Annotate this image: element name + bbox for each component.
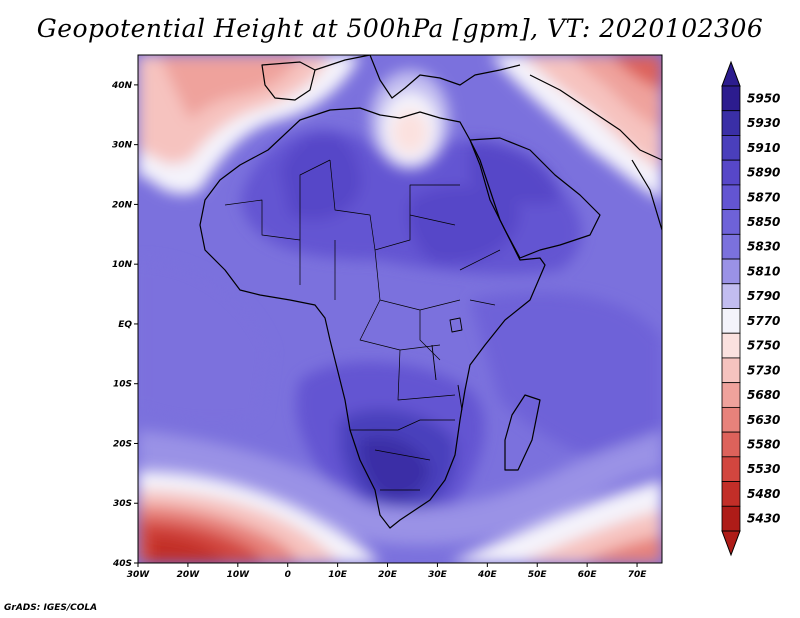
field-se-red [580, 535, 662, 563]
colorbar-swatch [721, 431, 741, 458]
field-south-core2 [359, 436, 430, 499]
colorbar-swatch [721, 406, 741, 433]
field-ne-red3 [610, 55, 662, 90]
colorbar-label: 5730 [747, 363, 780, 377]
colorbar-swatch [721, 159, 741, 186]
colorbar-label: 5630 [747, 413, 780, 427]
y-tick-label: 40S [112, 559, 132, 569]
x-tick-label: 40E [477, 570, 498, 580]
y-tick-label: 20S [113, 439, 132, 449]
arabia-coastline [469, 137, 601, 259]
x-tick-label: 30E [428, 570, 448, 580]
field-sa-red3 [150, 535, 230, 563]
colorbar-label: 5890 [747, 166, 780, 180]
colorbar-swatch [721, 505, 741, 532]
x-tick-label: 70E [628, 570, 648, 580]
y-tick-label: EQ [118, 320, 132, 330]
europe-coastline [314, 55, 521, 99]
colorbar-label: 5770 [747, 314, 780, 328]
colorbar-label: 5810 [747, 264, 780, 278]
colorbar-label: 5680 [747, 388, 780, 402]
x-tick-label: 10E [328, 570, 348, 580]
x-tick-label: 20E [378, 570, 398, 580]
colorbar-label: 5580 [747, 437, 780, 451]
field-south-lightband [138, 430, 662, 545]
colorbar-label: 5910 [747, 141, 780, 155]
y-axis: 40N 30N 20N 10N EQ 10S 20S 30S 40S [111, 81, 138, 569]
x-tick-label: 10W [227, 570, 251, 580]
india-coastline [631, 159, 662, 231]
colorbar-swatch [721, 357, 741, 384]
y-tick-label: 20N [112, 200, 133, 210]
field-nw-red2 [160, 55, 300, 120]
asia-coastline [529, 74, 662, 161]
height-field [138, 55, 662, 563]
colorbar-swatch [721, 283, 741, 309]
colorbar-swatch [721, 308, 741, 334]
field-med-low-inner [392, 110, 428, 154]
x-tick-label: 50E [528, 570, 548, 580]
field-arabia-core [470, 140, 560, 204]
colorbar-label: 5430 [747, 512, 780, 526]
coastlines [199, 55, 662, 529]
y-tick-label: 30S [113, 499, 132, 509]
colorbar-top-arrow [721, 60, 741, 87]
colorbar-label: 5870 [747, 190, 780, 204]
x-tick-label: 30W [127, 570, 151, 580]
madagascar-outline [504, 394, 541, 471]
iberia-coastline [261, 61, 316, 101]
lake-malawi [457, 384, 463, 411]
x-tick-label: 60E [578, 570, 598, 580]
x-tick-label: 20W [177, 570, 201, 580]
grads-credit: GrADS: IGES/COLA [4, 603, 98, 613]
colorbar-swatch [721, 110, 741, 136]
colorbar-label: 5530 [747, 462, 780, 476]
field-blue-east-ocean [470, 292, 662, 470]
colorbar: 5950 5930 5910 5890 5870 5850 5830 5810 5790 5770… [721, 60, 780, 557]
x-tick-label: 0 [285, 570, 291, 580]
colorbar-label: 5790 [747, 289, 780, 303]
colorbar-swatch [721, 85, 741, 112]
y-tick-label: 30N [112, 141, 133, 151]
africa-coastline [199, 107, 546, 529]
colorbar-swatch [721, 456, 741, 482]
plot-frame [137, 54, 663, 564]
field-blue-atlantic [138, 260, 270, 425]
colorbar-label: 5950 [747, 91, 780, 105]
colorbar-swatch [721, 332, 741, 359]
lake-victoria [449, 317, 463, 333]
colorbar-label: 5750 [747, 339, 780, 353]
colorbar-label: 5930 [747, 116, 780, 130]
lake-tanganyika [431, 344, 437, 381]
colorbar-label: 5480 [747, 487, 780, 501]
colorbar-swatch [721, 209, 741, 235]
colorbar-swatch [721, 258, 741, 285]
y-tick-label: 40N [111, 81, 133, 91]
chart-title: Geopotential Height at 500hPa [gpm], VT:… [36, 14, 764, 43]
y-tick-label: 10S [113, 380, 132, 390]
y-tick-label: 10N [112, 260, 133, 270]
colorbar-swatch [721, 481, 741, 507]
colorbar-swatch [721, 382, 741, 408]
africa-borders [224, 159, 501, 491]
x-axis: 30W 20W 10W 0 10E 20E 30E 40E 50E 60E 70E [127, 563, 647, 580]
colorbar-swatch [721, 233, 741, 260]
colorbar-swatch [721, 184, 741, 211]
colorbar-bottom-arrow [721, 530, 741, 557]
colorbar-label: 5830 [747, 240, 780, 254]
colorbar-swatch [721, 135, 741, 161]
colorbar-label: 5850 [747, 215, 780, 229]
